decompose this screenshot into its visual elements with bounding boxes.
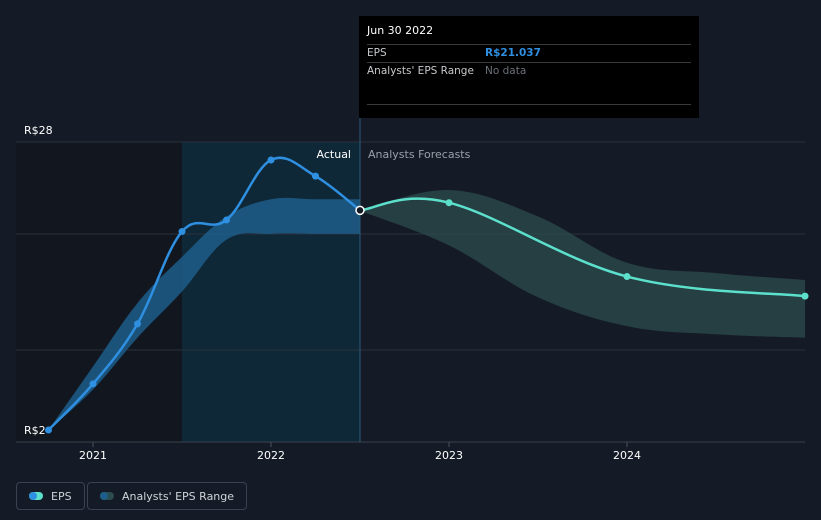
actual-label: Actual — [317, 148, 351, 161]
eps-line — [359, 197, 806, 298]
range-legend-icon — [100, 492, 114, 500]
legend-eps-label: EPS — [51, 489, 72, 503]
tooltip-range-value: No data — [485, 65, 527, 77]
eps-point — [178, 228, 186, 236]
eps-line — [47, 156, 361, 431]
eps-point — [89, 380, 97, 388]
current-eps-point — [355, 205, 365, 216]
eps-points — [45, 156, 809, 434]
eps-legend-icon — [29, 492, 43, 500]
tooltip: Jun 30 2022 EPS R$21.037 Analysts' EPS R… — [359, 16, 699, 118]
gridlines — [16, 141, 805, 443]
legend-range-label: Analysts' EPS Range — [122, 489, 235, 503]
legend-range-button[interactable]: Analysts' EPS Range — [87, 482, 248, 510]
eps-point — [223, 216, 230, 224]
tooltip-eps-label: EPS — [367, 47, 387, 59]
eps-point — [312, 172, 319, 180]
tooltip-divider — [367, 104, 691, 105]
eps-point — [134, 320, 141, 328]
tooltip-eps-value: R$21.037 — [485, 47, 541, 59]
x-tick-label: 2023 — [435, 449, 463, 462]
eps-point — [45, 426, 52, 434]
y-label-bottom: R$2 — [24, 424, 46, 437]
tooltip-eps-row: EPS R$21.037 — [367, 44, 691, 62]
highlight-band — [182, 142, 360, 442]
x-axis-ticks: 2021 2022 2023 2024 — [79, 442, 641, 462]
x-tick-label: 2022 — [257, 449, 285, 462]
eps-point — [445, 199, 453, 207]
eps-point — [801, 292, 809, 300]
legend-eps-button[interactable]: EPS — [16, 482, 85, 510]
y-label-top: R$28 — [24, 124, 53, 137]
tooltip-date: Jun 30 2022 — [367, 24, 434, 37]
eps-lines — [47, 156, 806, 431]
eps-range-band — [360, 189, 805, 338]
x-tick-label: 2021 — [79, 449, 107, 462]
tooltip-range-label: Analysts' EPS Range — [367, 65, 474, 77]
eps-range-band — [48, 197, 360, 430]
eps-point — [623, 273, 631, 281]
forecast-label: Analysts Forecasts — [368, 148, 471, 161]
tooltip-range-row: Analysts' EPS Range No data — [367, 62, 691, 80]
eps-point — [267, 156, 275, 164]
x-tick-label: 2024 — [613, 449, 641, 462]
range-bands — [48, 189, 805, 430]
